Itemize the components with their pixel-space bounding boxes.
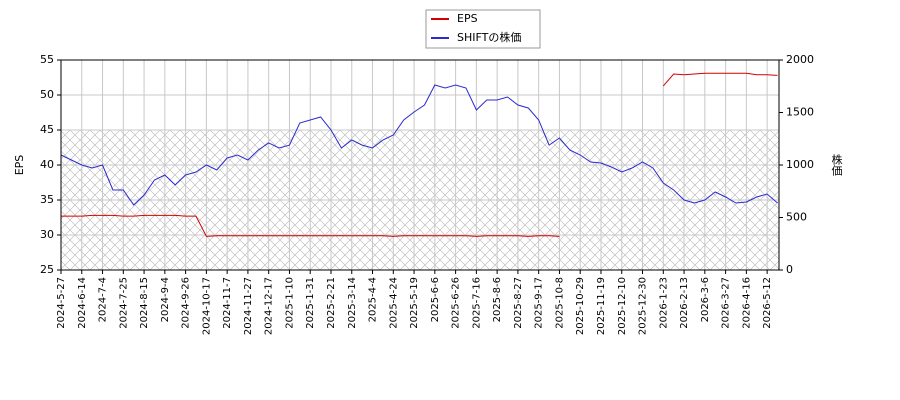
y-tick-label: 50: [40, 88, 54, 101]
x-tick-label: 2025-4-24: [388, 277, 399, 329]
y-tick-label: 35: [40, 193, 54, 206]
x-tick-label: 2024-8-15: [139, 277, 150, 329]
x-tick-label: 2025-8-6: [492, 277, 503, 322]
x-tick-label: 2024-6-14: [77, 277, 88, 329]
lines: [60, 72, 778, 237]
y-axis-label: EPS: [13, 155, 26, 176]
y-tick-label: 45: [40, 123, 54, 136]
x-tick-label: 2025-1-10: [284, 277, 295, 329]
y2-tick-label: 500: [786, 211, 807, 224]
x-tick-label: 2025-4-4: [368, 277, 379, 322]
legend-entries: EPS SHIFTの株価: [431, 12, 521, 44]
y2-tick-label: 0: [786, 263, 793, 276]
legend-label: SHIFTの株価: [457, 30, 521, 44]
x-tick-label: 2025-8-27: [513, 277, 524, 329]
x-tick-label: 2025-11-19: [596, 277, 607, 335]
series-line: [61, 72, 778, 237]
x-tick-label: 2026-4-16: [741, 277, 752, 329]
y2-tick-label: 2000: [786, 53, 814, 66]
x-tick-label: 2025-2-21: [326, 277, 337, 329]
x-tick-label: 2024-5-27: [56, 277, 67, 329]
x-tick-label: 2026-3-27: [721, 277, 732, 329]
legend: [425, 9, 541, 49]
x-tick-label: 2025-1-31: [305, 277, 316, 329]
y2-tick-label: 1000: [786, 158, 814, 171]
x-tick-label: 2025-6-6: [430, 277, 441, 322]
y2-tick-label: 1500: [786, 106, 814, 119]
y-tick-label: 30: [40, 228, 54, 241]
x-tick-label: 2026-5-12: [762, 277, 773, 329]
x-tick-label: 2024-12-17: [264, 277, 275, 335]
x-tick-label: 2025-9-17: [534, 277, 545, 329]
x-tick-label: 2024-9-26: [181, 277, 192, 329]
x-tick-label: 2024-11-27: [243, 277, 254, 335]
x-tick-label: 2025-7-16: [471, 277, 482, 329]
x-tick-label: 2025-6-26: [451, 277, 462, 329]
x-tick-label: 2025-10-8: [554, 277, 565, 329]
x-tick-label: 2024-11-7: [222, 277, 233, 329]
x-tick-label: 2025-10-29: [575, 277, 586, 335]
x-tick-label: 2026-3-6: [700, 277, 711, 322]
x-tick-label: 2025-3-14: [347, 277, 358, 329]
x-tick-label: 2024-7-4: [98, 277, 109, 322]
x-tick-label: 2025-12-10: [617, 277, 628, 335]
y2-axis-label: 株価: [830, 153, 843, 176]
x-tick-label: 2025-12-30: [638, 277, 649, 335]
y-tick-label: 40: [40, 158, 54, 171]
x-tick-label: 2026-2-13: [679, 277, 690, 329]
y-tick-label: 25: [40, 263, 54, 276]
series-line: [60, 84, 778, 206]
y-tick-label: 55: [40, 53, 54, 66]
legend-label: EPS: [457, 12, 478, 25]
x-tick-label: 2024-9-4: [160, 277, 171, 322]
x-tick-label: 2024-7-25: [118, 277, 129, 329]
x-tick-label: 2024-10-17: [201, 277, 212, 335]
x-tick-label: 2025-5-19: [409, 277, 420, 329]
x-tick-label: 2026-1-23: [658, 277, 669, 329]
